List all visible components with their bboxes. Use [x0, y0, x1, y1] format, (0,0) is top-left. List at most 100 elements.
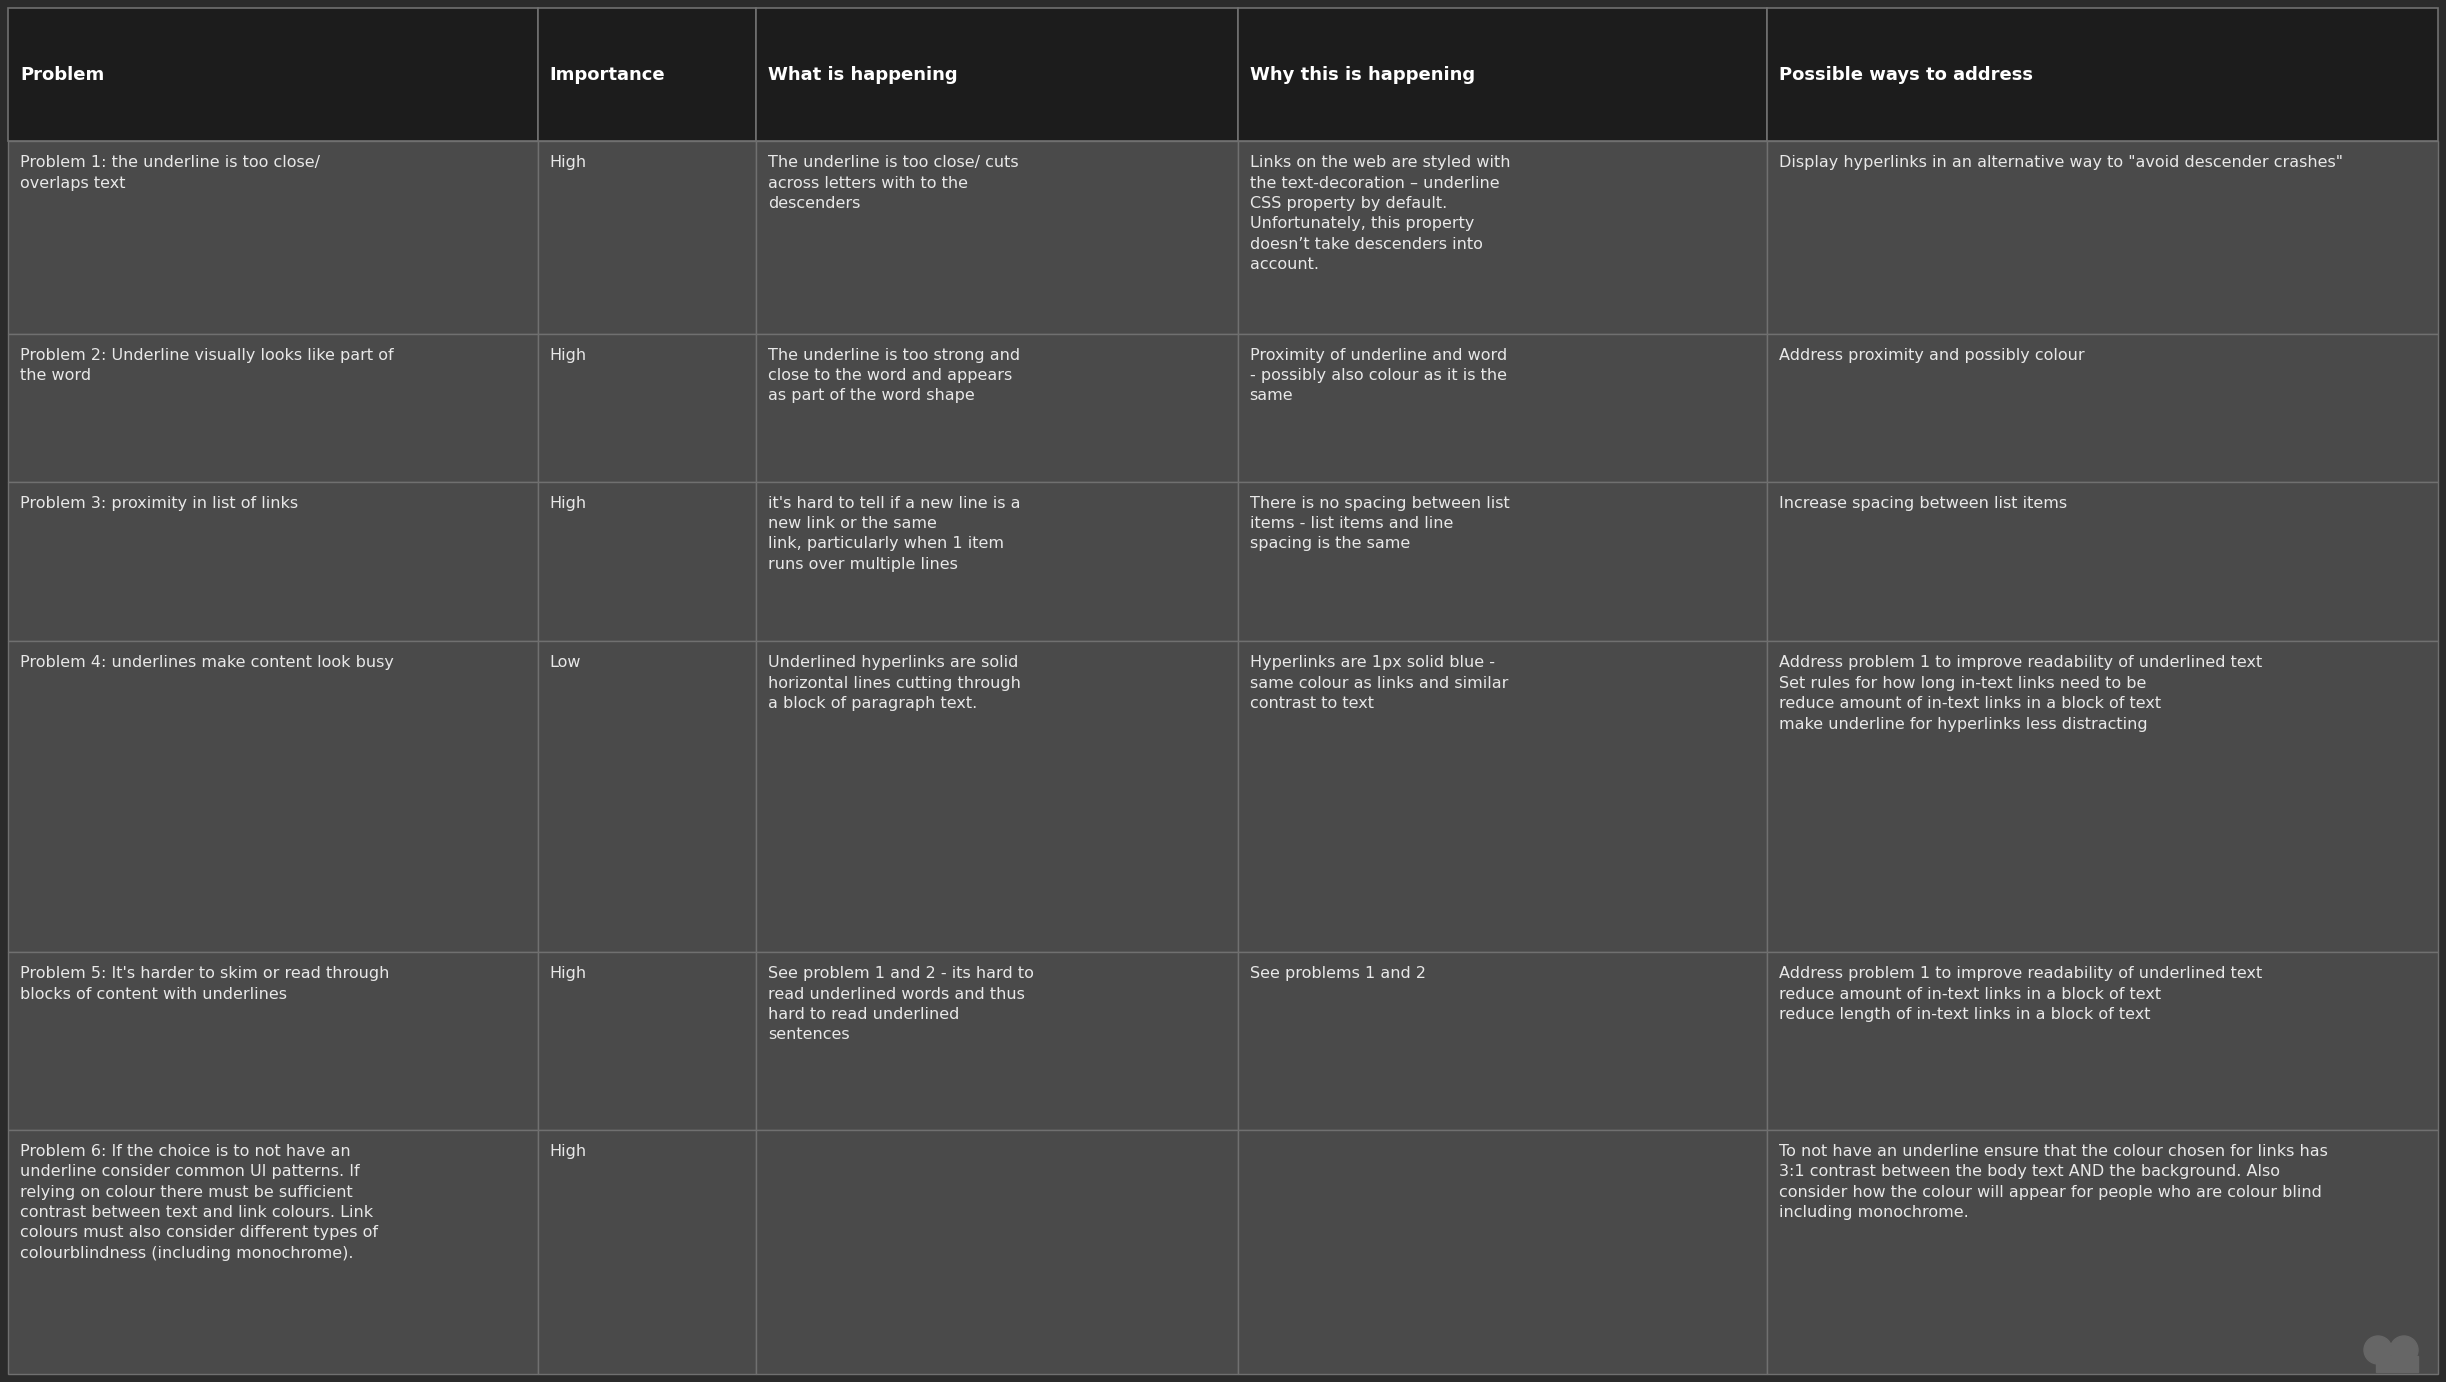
Bar [538, 333, 756, 481]
Bar [538, 641, 756, 952]
Text: High: High [550, 966, 587, 981]
Bar [7, 641, 538, 952]
Text: The underline is too close/ cuts
across letters with to the
descenders: The underline is too close/ cuts across … [768, 155, 1020, 211]
Bar [756, 1130, 1238, 1374]
Bar [7, 333, 538, 481]
Bar [756, 141, 1238, 333]
Bar [1768, 333, 2439, 481]
Bar [756, 1130, 1238, 1374]
Text: High: High [550, 155, 587, 170]
Bar [538, 1130, 756, 1374]
Bar [1768, 8, 2439, 141]
Bar [1768, 1130, 2439, 1374]
Bar [1768, 141, 2439, 333]
Bar [7, 141, 538, 333]
Bar [1768, 333, 2439, 481]
Bar [756, 333, 1238, 481]
Bar [538, 8, 756, 141]
Bar [1768, 481, 2439, 641]
Bar [538, 141, 756, 333]
Bar [7, 8, 538, 141]
Text: High: High [550, 348, 587, 362]
Bar [1768, 1130, 2439, 1374]
Bar [1238, 333, 1768, 481]
Bar [1238, 1130, 1768, 1374]
Circle shape [2363, 1336, 2392, 1364]
Text: Display hyperlinks in an alternative way to "avoid descender crashes": Display hyperlinks in an alternative way… [1778, 155, 2343, 170]
Bar [756, 952, 1238, 1130]
Bar [756, 952, 1238, 1130]
Text: it's hard to tell if a new line is a
new link or the same
link, particularly whe: it's hard to tell if a new line is a new… [768, 496, 1020, 572]
Text: Address problem 1 to improve readability of underlined text
Set rules for how lo: Address problem 1 to improve readability… [1778, 655, 2263, 731]
Text: Why this is happening: Why this is happening [1250, 65, 1475, 83]
Text: Low: Low [550, 655, 582, 670]
Bar [1768, 141, 2439, 333]
Bar [1238, 141, 1768, 333]
Bar [1238, 333, 1768, 481]
Text: Links on the web are styled with
the text-decoration – underline
CSS property by: Links on the web are styled with the tex… [1250, 155, 1509, 272]
Bar [1238, 1130, 1768, 1374]
Text: Problem 3: proximity in list of links: Problem 3: proximity in list of links [20, 496, 298, 510]
Text: Problem 4: underlines make content look busy: Problem 4: underlines make content look … [20, 655, 394, 670]
Bar [538, 1130, 756, 1374]
Text: There is no spacing between list
items - list items and line
spacing is the same: There is no spacing between list items -… [1250, 496, 1509, 551]
Bar [1238, 141, 1768, 333]
Bar [1768, 8, 2439, 141]
Bar [538, 481, 756, 641]
Text: Address problem 1 to improve readability of underlined text
reduce amount of in-: Address problem 1 to improve readability… [1778, 966, 2263, 1023]
Bar [7, 8, 538, 141]
Bar [538, 641, 756, 952]
Bar [1768, 952, 2439, 1130]
Bar [1768, 641, 2439, 952]
Text: Importance: Importance [550, 65, 665, 83]
Bar [7, 1130, 538, 1374]
Bar [538, 8, 756, 141]
Bar [756, 333, 1238, 481]
Text: Proximity of underline and word
- possibly also colour as it is the
same: Proximity of underline and word - possib… [1250, 348, 1507, 404]
Text: See problem 1 and 2 - its hard to
read underlined words and thus
hard to read un: See problem 1 and 2 - its hard to read u… [768, 966, 1035, 1042]
Bar [2375, 1356, 2419, 1372]
Text: To not have an underline ensure that the colour chosen for links has
3:1 contras: To not have an underline ensure that the… [1778, 1144, 2329, 1220]
Text: High: High [550, 1144, 587, 1159]
Bar [1768, 481, 2439, 641]
Text: Problem 5: It's harder to skim or read through
blocks of content with underlines: Problem 5: It's harder to skim or read t… [20, 966, 389, 1002]
Text: Possible ways to address: Possible ways to address [1778, 65, 2033, 83]
Bar [7, 333, 538, 481]
Bar [538, 141, 756, 333]
Bar [7, 481, 538, 641]
Text: Hyperlinks are 1px solid blue -
same colour as links and similar
contrast to tex: Hyperlinks are 1px solid blue - same col… [1250, 655, 1507, 712]
Bar [1238, 952, 1768, 1130]
Bar [1238, 641, 1768, 952]
Bar [1238, 481, 1768, 641]
Text: Increase spacing between list items: Increase spacing between list items [1778, 496, 2067, 510]
Text: Address proximity and possibly colour: Address proximity and possibly colour [1778, 348, 2084, 362]
Text: Problem 1: the underline is too close/
overlaps text: Problem 1: the underline is too close/ o… [20, 155, 320, 191]
Bar [7, 481, 538, 641]
Bar [538, 333, 756, 481]
Bar [538, 481, 756, 641]
Bar [756, 641, 1238, 952]
Bar [756, 8, 1238, 141]
Bar [538, 952, 756, 1130]
Bar [1238, 952, 1768, 1130]
Bar [756, 8, 1238, 141]
Bar [1238, 8, 1768, 141]
Bar [7, 141, 538, 333]
Text: What is happening: What is happening [768, 65, 959, 83]
Bar [1238, 8, 1768, 141]
Bar [756, 481, 1238, 641]
Bar [1768, 641, 2439, 952]
Bar [7, 641, 538, 952]
Text: Problem 2: Underline visually looks like part of
the word: Problem 2: Underline visually looks like… [20, 348, 394, 383]
Bar [1238, 481, 1768, 641]
Bar [1768, 952, 2439, 1130]
Text: Underlined hyperlinks are solid
horizontal lines cutting through
a block of para: Underlined hyperlinks are solid horizont… [768, 655, 1022, 712]
Text: See problems 1 and 2: See problems 1 and 2 [1250, 966, 1426, 981]
Bar [756, 141, 1238, 333]
Text: The underline is too strong and
close to the word and appears
as part of the wor: The underline is too strong and close to… [768, 348, 1020, 404]
Bar [756, 481, 1238, 641]
Bar [756, 641, 1238, 952]
Circle shape [2390, 1336, 2419, 1364]
Bar [538, 952, 756, 1130]
Bar [7, 952, 538, 1130]
